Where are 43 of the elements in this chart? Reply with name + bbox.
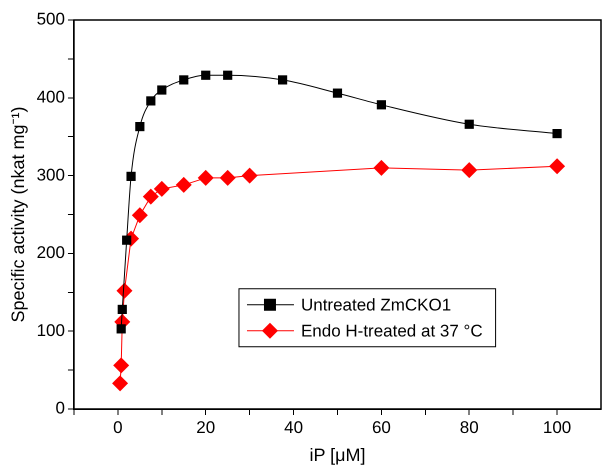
point xyxy=(179,75,188,84)
point xyxy=(126,172,136,181)
x-tick-label: 100 xyxy=(542,418,572,437)
point xyxy=(242,168,258,184)
point xyxy=(376,100,386,110)
point xyxy=(176,176,192,193)
legend-label: Untreated ZmCKO1 xyxy=(300,295,452,314)
point xyxy=(220,170,236,186)
x-tick-label: 20 xyxy=(196,418,216,437)
point xyxy=(157,85,166,95)
point xyxy=(549,158,566,174)
point xyxy=(116,324,126,334)
legend-label: Endo H-treated at 37 °C xyxy=(300,321,483,340)
x-tick-label: 80 xyxy=(460,418,479,437)
x-axis-title: iP [μM] xyxy=(309,445,366,466)
point xyxy=(373,160,390,176)
y-axis-title: Specific activity (nkat mg⁻¹) xyxy=(8,106,28,323)
point xyxy=(464,120,474,129)
point xyxy=(278,75,288,84)
y-tick-label: 400 xyxy=(36,87,65,106)
y-tick-label: 100 xyxy=(36,320,65,340)
point xyxy=(201,70,210,80)
x-tick-label: 0 xyxy=(113,418,123,437)
point xyxy=(332,88,342,98)
point xyxy=(198,170,214,186)
point xyxy=(552,128,562,138)
point xyxy=(461,162,478,178)
point xyxy=(113,357,130,374)
point xyxy=(118,304,127,314)
point xyxy=(146,96,156,106)
point xyxy=(122,236,132,245)
point xyxy=(112,375,128,392)
point xyxy=(223,70,232,80)
x-tick-label: 40 xyxy=(284,418,304,437)
y-tick-label: 500 xyxy=(36,10,65,29)
point xyxy=(135,122,144,132)
y-tick-label: 200 xyxy=(36,243,65,262)
y-tick-label: 300 xyxy=(36,165,65,184)
point xyxy=(132,207,148,224)
point xyxy=(154,180,170,197)
y-tick-label: 0 xyxy=(55,398,65,418)
point xyxy=(142,188,159,205)
x-tick-label: 60 xyxy=(372,418,391,437)
